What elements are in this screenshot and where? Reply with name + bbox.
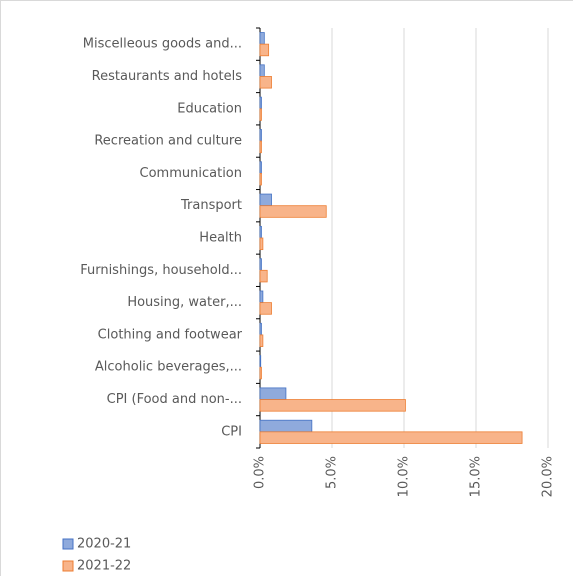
y-tick-label: Communication	[140, 166, 242, 181]
y-tick-label: Transport	[180, 198, 242, 213]
bar	[260, 44, 269, 56]
x-tick-label: 10.0%	[397, 456, 412, 497]
bar	[260, 270, 267, 282]
x-tick-label: 15.0%	[469, 456, 484, 497]
y-tick-label: Health	[199, 231, 242, 246]
bar	[260, 259, 261, 271]
y-tick-label: Miscelleous goods and...	[83, 37, 242, 52]
bar	[260, 238, 263, 250]
y-tick-label: Furnishings, household...	[80, 263, 242, 278]
y-tick-label: Alcoholic beverages,...	[95, 360, 242, 375]
bar	[260, 109, 261, 121]
bar	[260, 33, 264, 45]
y-tick-label: Clothing and footwear	[98, 327, 243, 342]
legend-swatch	[63, 561, 73, 571]
bar	[260, 303, 272, 315]
legend-swatch	[63, 539, 73, 549]
bar	[260, 226, 261, 238]
y-tick-label: CPI (Food and non-...	[107, 392, 242, 407]
bar	[260, 432, 522, 444]
x-tick-label: 0.0%	[253, 456, 268, 489]
bar	[260, 291, 263, 303]
y-tick-label: Education	[177, 101, 242, 116]
x-tick-label: 5.0%	[325, 456, 340, 489]
bar	[260, 162, 261, 174]
bar	[260, 129, 261, 141]
bar	[260, 367, 261, 379]
bar	[260, 194, 272, 206]
y-tick-label: CPI	[221, 424, 242, 439]
bar	[260, 65, 264, 77]
y-tick-label: Recreation and culture	[94, 134, 242, 149]
bar	[260, 97, 261, 109]
bar	[260, 400, 405, 412]
bar	[260, 206, 326, 218]
bar	[260, 323, 261, 335]
bar	[260, 356, 261, 368]
bar	[260, 141, 261, 153]
legend-label: 2020-21	[77, 537, 131, 552]
bar	[260, 388, 286, 400]
bar	[260, 173, 261, 185]
bar	[260, 420, 312, 432]
bar	[260, 335, 263, 347]
bar	[260, 76, 272, 88]
x-tick-label: 20.0%	[541, 456, 556, 497]
legend-label: 2021-22	[77, 559, 131, 574]
y-tick-label: Restaurants and hotels	[92, 69, 243, 84]
y-tick-label: Housing, water,...	[127, 295, 242, 310]
